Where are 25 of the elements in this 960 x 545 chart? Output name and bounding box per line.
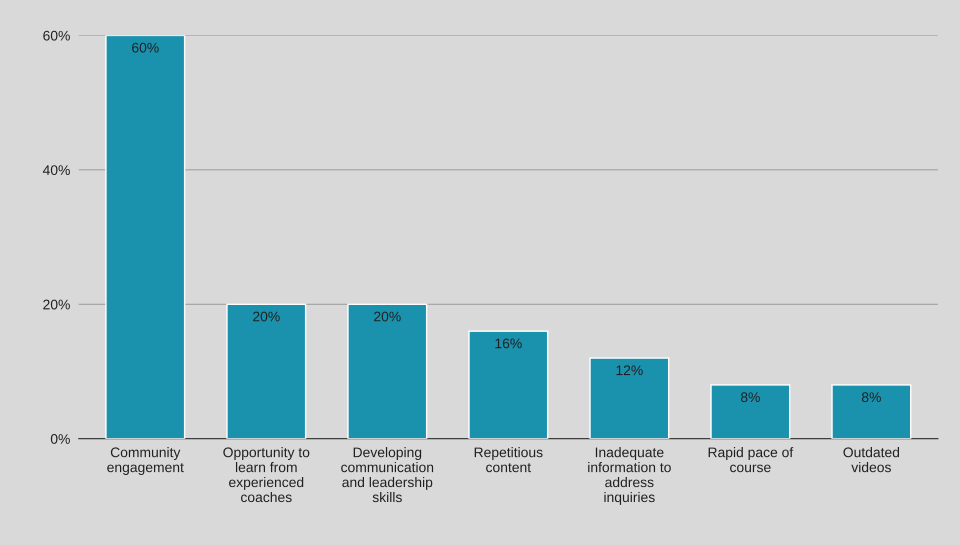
x-tick-label: Repetitious content: [474, 447, 543, 472]
x-tick-label: Developing communication and leadership skills: [341, 447, 434, 502]
bar: [710, 384, 790, 439]
data-label: 20%: [253, 312, 280, 322]
x-tick-label: Outdated videos: [843, 447, 900, 472]
bar: [589, 357, 670, 439]
data-label: 60%: [132, 42, 159, 53]
x-tick-label: Inadequate information to address inquiries: [588, 447, 671, 505]
bar: [105, 35, 186, 439]
data-label: 20%: [374, 312, 401, 322]
x-tick-label: Community engagement: [107, 447, 184, 475]
y-tick-label: 60%: [43, 30, 70, 41]
x-tick-label: Rapid pace of course: [708, 447, 794, 472]
data-label: 16%: [495, 338, 522, 348]
y-tick-label: 40%: [42, 165, 70, 176]
data-label: 12%: [616, 365, 643, 376]
bar: [347, 304, 428, 439]
bar: [831, 384, 912, 439]
x-tick-label: Opportunity to learn from experienced coaches: [223, 447, 310, 502]
bar: [226, 304, 306, 439]
y-tick-label: 0%: [50, 434, 70, 444]
y-tick-label: 20%: [43, 300, 70, 310]
data-label: 8%: [862, 392, 881, 402]
data-label: 8%: [740, 392, 760, 402]
bar: [468, 330, 548, 439]
